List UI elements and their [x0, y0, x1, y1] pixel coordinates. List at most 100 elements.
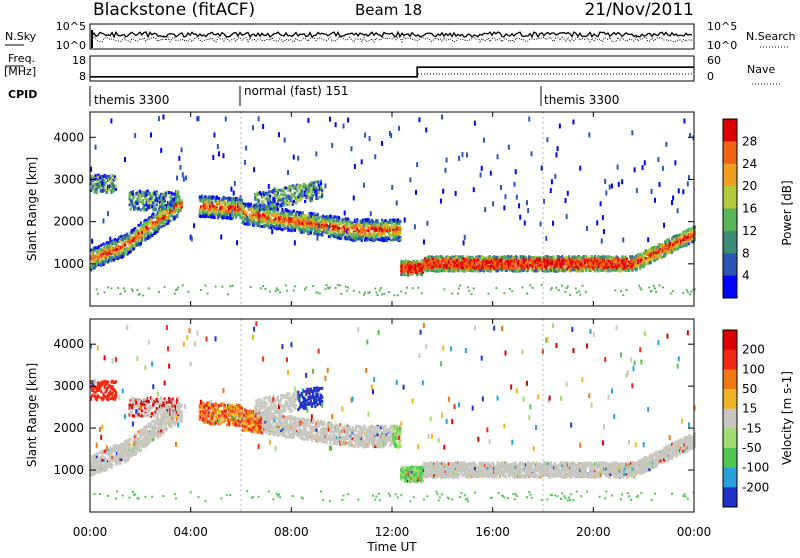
freq-label-top: Freq. — [8, 52, 35, 65]
heatmap-cell — [158, 116, 160, 121]
heatmap-cell — [161, 200, 163, 203]
heatmap-cell — [575, 288, 577, 290]
heatmap-cell — [609, 185, 611, 190]
heatmap-cell — [218, 151, 220, 156]
heatmap-cell — [511, 290, 513, 292]
heatmap-cell — [504, 194, 506, 199]
heatmap-cell — [584, 261, 586, 264]
heatmap-cell — [596, 220, 598, 225]
heatmap-cell — [223, 153, 225, 158]
heatmap-cell — [365, 229, 367, 232]
heatmap-cell — [459, 285, 461, 287]
heatmap-cell — [178, 156, 180, 161]
heatmap-cell — [288, 229, 290, 232]
heatmap-cell — [335, 287, 337, 289]
heatmap-cell — [399, 232, 401, 235]
heatmap-cell — [273, 215, 275, 218]
heatmap-cell — [412, 287, 414, 289]
heatmap-cell — [336, 219, 338, 222]
heatmap-cell — [198, 116, 200, 121]
heatmap-cell — [124, 252, 126, 255]
heatmap-cell — [531, 151, 533, 156]
heatmap-cell — [176, 215, 178, 218]
cpid-mode-3: themis 3300 — [544, 93, 619, 107]
heatmap-cell — [421, 292, 423, 294]
heatmap-cell — [110, 179, 112, 182]
heatmap-cell — [555, 287, 557, 289]
heatmap-cell — [611, 184, 613, 189]
heatmap-cell — [96, 288, 98, 290]
heatmap-cell — [230, 199, 232, 202]
heatmap-cell — [405, 292, 407, 294]
heatmap-cell — [178, 196, 180, 199]
heatmap-cell — [614, 289, 616, 291]
heatmap-cell — [340, 293, 342, 295]
heatmap-cell — [369, 136, 371, 141]
heatmap-cell — [296, 190, 298, 193]
heatmap-cell — [503, 205, 505, 210]
heatmap-cell — [461, 152, 463, 157]
heatmap-cell — [112, 174, 114, 177]
heatmap-cell — [588, 132, 590, 137]
heatmap-cell — [578, 290, 580, 292]
heatmap-cell — [258, 199, 260, 202]
heatmap-cell — [346, 290, 348, 292]
heatmap-cell — [388, 291, 390, 293]
heatmap-cell — [367, 227, 369, 230]
heatmap-cell — [561, 285, 563, 287]
heatmap-cell — [177, 286, 179, 288]
heatmap-cell — [473, 187, 475, 192]
heatmap-cell — [319, 292, 321, 294]
heatmap-cell — [546, 137, 548, 142]
heatmap-cell — [262, 285, 264, 287]
heatmap-cell — [124, 244, 126, 247]
heatmap-cell — [266, 207, 268, 210]
heatmap-cell — [331, 231, 333, 234]
heatmap-cell — [158, 291, 160, 293]
heatmap-cell — [138, 207, 140, 210]
heatmap-cell — [251, 214, 253, 217]
heatmap-cell — [285, 187, 287, 190]
heatmap-cell — [519, 215, 521, 220]
heatmap-cell — [236, 240, 238, 245]
heatmap-cell — [524, 220, 526, 225]
heatmap-cell — [527, 208, 529, 213]
heatmap-cell — [275, 217, 277, 220]
heatmap-cell — [132, 190, 134, 193]
heatmap-cell — [293, 209, 295, 212]
heatmap-cell — [279, 291, 281, 293]
heatmap-cell — [204, 284, 206, 286]
heatmap-cell — [284, 223, 286, 226]
noise-right-label: N.Search — [746, 30, 796, 43]
heatmap-cell — [126, 233, 128, 236]
heatmap-cell — [270, 190, 272, 193]
heatmap-cell — [160, 225, 162, 228]
heatmap-cell — [567, 285, 569, 287]
heatmap-cell — [363, 294, 365, 296]
heatmap-cell — [620, 269, 622, 272]
heatmap-cell — [417, 287, 419, 289]
heatmap-cell — [212, 205, 214, 208]
heatmap-cell — [297, 198, 299, 201]
heatmap-cell — [267, 194, 269, 197]
heatmap-cell — [321, 193, 323, 198]
heatmap-cell — [333, 215, 335, 218]
heatmap-cell — [399, 220, 401, 223]
cpid-mode-2: normal (fast) 151 — [244, 84, 348, 98]
heatmap-cell — [159, 205, 161, 208]
heatmap-cell — [152, 212, 154, 215]
heatmap-cell — [115, 177, 117, 180]
heatmap-cell — [293, 290, 295, 292]
heatmap-cell — [444, 168, 446, 173]
heatmap-cell — [602, 215, 604, 220]
noise-left-tick-top: 10^5 — [56, 20, 86, 33]
heatmap-cell — [528, 116, 530, 121]
heatmap-cell — [176, 289, 178, 291]
heatmap-cell — [113, 258, 115, 261]
heatmap-cell — [294, 229, 296, 232]
heatmap-cell — [463, 240, 465, 245]
heatmap-cell — [318, 233, 320, 236]
heatmap-cell — [455, 191, 457, 196]
heatmap-cell — [320, 216, 322, 219]
heatmap-cell — [124, 290, 126, 292]
